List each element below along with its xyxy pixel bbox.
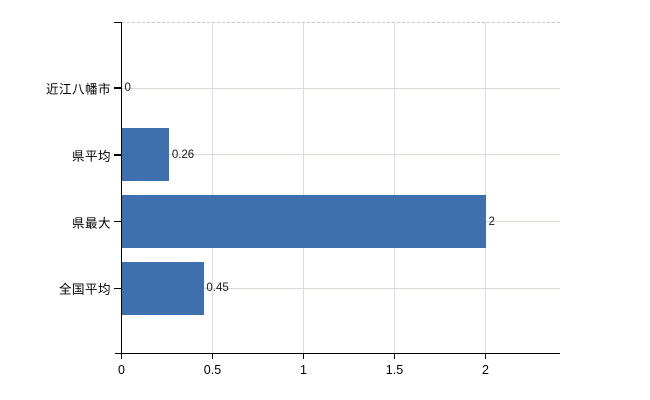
y-axis-tick	[113, 154, 122, 156]
x-axis-tick	[211, 354, 214, 359]
bar-value-label: 0.45	[206, 282, 229, 295]
bar	[122, 195, 486, 249]
category-label: 県平均	[71, 149, 111, 164]
gridline-horizontal	[121, 154, 560, 156]
plot-area	[121, 22, 560, 353]
x-tick-label: 0	[118, 363, 125, 377]
y-axis-line	[120, 22, 122, 358]
gridline-vertical	[212, 22, 213, 353]
x-axis-tick	[484, 354, 487, 359]
x-tick-label: 1.5	[385, 363, 404, 377]
bar-value-label: 0.26	[171, 148, 195, 161]
gridline-vertical	[303, 22, 304, 353]
x-tick-label: 0.5	[203, 363, 222, 377]
bar	[122, 128, 170, 182]
x-axis-tick	[302, 354, 305, 359]
category-label: 県最大	[71, 216, 111, 231]
bar	[122, 261, 204, 315]
y-axis-tick	[113, 287, 122, 290]
category-label: 近江八幡市	[45, 82, 111, 97]
category-label: 全国平均	[58, 282, 111, 297]
x-axis-line	[115, 352, 560, 354]
x-tick-label: 2	[482, 363, 489, 377]
bar-value-label: 0	[124, 82, 131, 94]
gridline-horizontal	[121, 87, 560, 89]
y-axis-tick	[113, 87, 122, 89]
x-tick-label: 1	[300, 363, 307, 377]
x-axis-tick	[393, 354, 396, 359]
y-axis-tick	[113, 220, 122, 223]
gridline-vertical	[394, 22, 395, 353]
x-axis-tick	[120, 354, 123, 359]
gridline-vertical	[485, 22, 486, 353]
y-axis-tick	[113, 21, 122, 23]
gridline-horizontal	[121, 287, 560, 289]
bar-value-label: 2	[488, 215, 495, 228]
